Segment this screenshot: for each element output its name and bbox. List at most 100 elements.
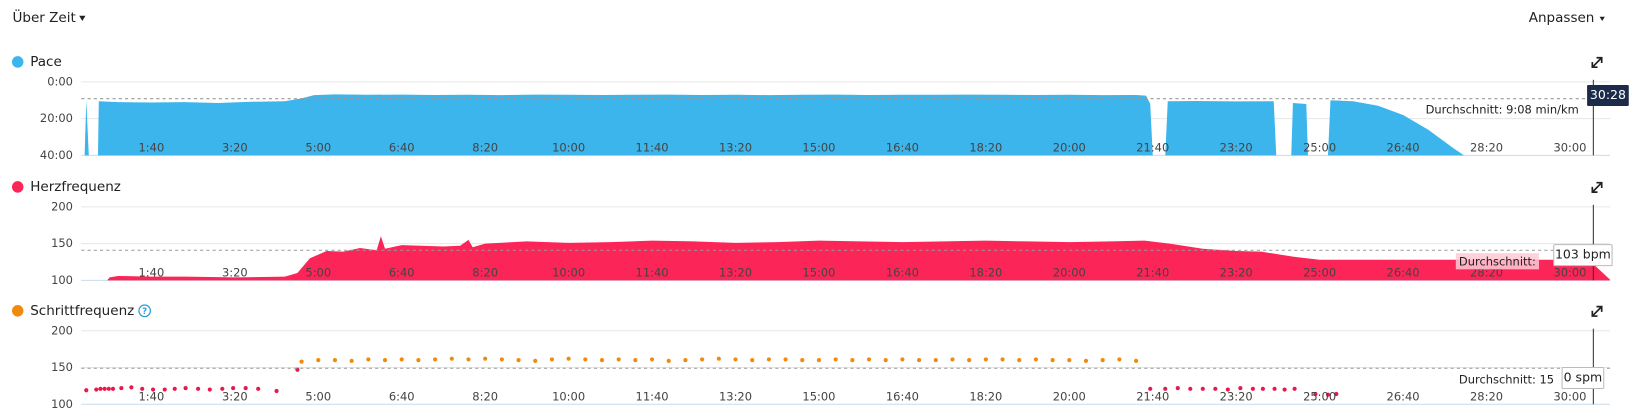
x-tick-label: 13:20 <box>719 141 752 155</box>
x-tick-label: 6:40 <box>389 389 415 403</box>
dropdown-arrow[interactable] <box>1599 16 1605 21</box>
x-tick-label: 23:20 <box>1220 265 1253 279</box>
data-point <box>94 387 99 392</box>
data-point <box>1033 357 1039 362</box>
data-point <box>433 357 438 362</box>
expand-icon[interactable] <box>1591 56 1603 69</box>
x-tick-label: 16:40 <box>886 389 919 403</box>
data-point <box>933 358 938 363</box>
data-point <box>150 387 156 392</box>
x-tick-label: 25:00 <box>1303 141 1336 155</box>
data-point <box>1225 387 1230 392</box>
data-point <box>1213 386 1218 391</box>
y-tick-label: 20:00 <box>40 111 73 125</box>
cursor-tooltip <box>1587 85 1629 107</box>
data-point <box>162 387 167 392</box>
data-point <box>833 357 838 362</box>
data-point <box>349 358 354 363</box>
y-tick-label: 200 <box>51 199 73 213</box>
expand-icon[interactable] <box>1591 305 1603 317</box>
help-icon-label[interactable]: ? <box>142 306 147 316</box>
data-point <box>106 386 111 391</box>
data-point <box>1188 386 1193 391</box>
x-tick-label: 18:20 <box>969 389 1002 403</box>
average-label: Durchschnitt: 15 <box>1459 372 1554 386</box>
data-point <box>850 358 855 363</box>
data-point <box>399 357 404 362</box>
data-point <box>1334 391 1339 397</box>
y-tick-label: 150 <box>51 360 73 374</box>
x-tick-label: 15:00 <box>802 141 835 155</box>
data-point <box>299 359 304 364</box>
data-point <box>483 356 488 361</box>
help-icon[interactable] <box>138 304 152 318</box>
data-point <box>196 386 201 391</box>
data-point <box>231 385 236 391</box>
view-selector[interactable]: Über Zeit <box>13 8 76 26</box>
x-tick-label: 8:20 <box>472 141 498 155</box>
x-tick-label: 5:00 <box>305 265 331 279</box>
data-point <box>1148 386 1153 391</box>
x-tick-label: 6:40 <box>389 141 415 155</box>
data-point <box>243 385 248 391</box>
average-label-bg <box>1422 101 1582 118</box>
data-point <box>1000 357 1005 362</box>
data-point <box>256 386 261 391</box>
data-point <box>416 358 421 363</box>
data-point <box>140 386 145 391</box>
x-tick-label: 26:40 <box>1387 265 1420 279</box>
x-tick-label: 15:00 <box>802 265 835 279</box>
data-point <box>950 357 955 362</box>
x-tick-label: 16:40 <box>886 141 919 155</box>
data-point <box>1050 358 1055 363</box>
data-point <box>1325 392 1331 397</box>
y-tick-label: 200 <box>51 323 73 337</box>
y-tick-label: 0:00 <box>47 74 73 88</box>
x-tick-label: 26:40 <box>1387 389 1420 403</box>
x-tick-label: 3:20 <box>222 265 248 279</box>
x-tick-label: 25:00 <box>1303 389 1336 403</box>
data-point <box>1083 358 1089 363</box>
x-tick-label: 21:40 <box>1136 389 1169 403</box>
data-point <box>172 386 177 391</box>
x-tick-label: 21:40 <box>1136 265 1169 279</box>
x-tick-label: 11:40 <box>636 141 669 155</box>
x-tick-label: 16:40 <box>886 265 919 279</box>
data-point <box>1260 386 1265 391</box>
y-tick-label: 150 <box>51 236 73 250</box>
x-tick-label: 20:00 <box>1053 141 1086 155</box>
legend-label: Schrittfrequenz <box>30 303 134 319</box>
data-point <box>900 357 905 362</box>
x-tick-label: 8:20 <box>472 389 498 403</box>
area <box>81 94 1611 156</box>
data-point <box>1272 386 1277 391</box>
data-point <box>274 388 279 394</box>
data-point <box>800 358 805 363</box>
data-point <box>766 357 771 362</box>
data-point <box>666 358 671 363</box>
customize-button[interactable]: Anpassen <box>1529 10 1595 26</box>
data-point <box>983 357 988 362</box>
data-point <box>98 386 103 391</box>
expand-icon[interactable] <box>1591 181 1603 193</box>
dropdown-arrow[interactable] <box>79 15 86 21</box>
data-point <box>207 387 212 392</box>
cursor-tooltip-label: 0 spm <box>1564 369 1603 384</box>
legend-dot <box>11 56 24 68</box>
x-tick-label: 3:20 <box>222 141 248 155</box>
cursor-tooltip-label: 103 bpm <box>1555 247 1611 262</box>
data-point <box>633 358 638 363</box>
x-tick-label: 20:00 <box>1053 389 1086 403</box>
x-tick-label: 28:20 <box>1470 141 1503 155</box>
data-point <box>466 357 471 362</box>
data-point <box>566 356 571 361</box>
x-tick-label: 23:20 <box>1220 141 1253 155</box>
x-tick-label: 13:20 <box>719 389 752 403</box>
data-point <box>1292 386 1297 391</box>
data-point <box>84 388 89 393</box>
data-point <box>1017 358 1022 363</box>
data-point <box>866 357 872 362</box>
cursor-tooltip <box>1553 244 1613 267</box>
x-tick-label: 13:20 <box>719 265 752 279</box>
legend-label: Herzfrequenz <box>30 179 121 195</box>
